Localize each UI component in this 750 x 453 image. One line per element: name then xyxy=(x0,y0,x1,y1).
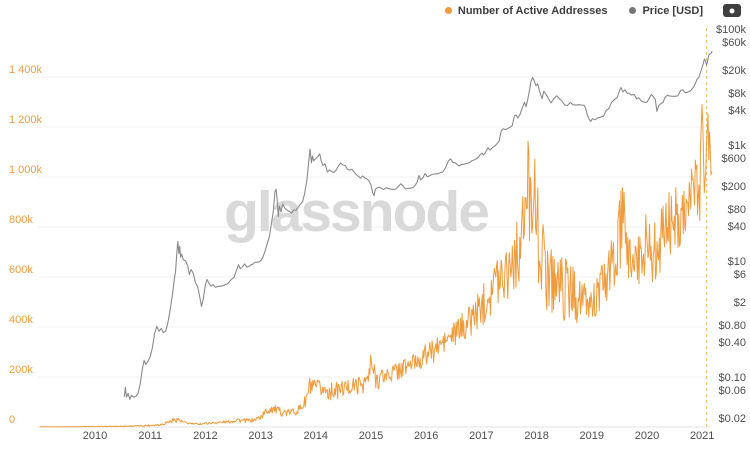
active-addresses-swatch-icon xyxy=(444,7,452,14)
watermark: glassnode xyxy=(224,180,490,244)
right-axis-tick: $40 xyxy=(727,221,746,234)
right-axis-tick: $60k xyxy=(722,36,746,49)
right-axis-tick: $80 xyxy=(727,203,746,216)
legend-item-price[interactable]: Price [USD] xyxy=(629,5,703,17)
x-axis-tick: 2010 xyxy=(82,430,108,442)
x-axis-tick: 2014 xyxy=(303,430,329,442)
right-axis-tick: $200 xyxy=(721,180,746,193)
x-axis-tick: 2015 xyxy=(358,430,384,442)
legend-label-active-addresses: Number of Active Addresses xyxy=(457,4,608,17)
right-axis-tick: $0.06 xyxy=(718,385,746,398)
right-axis-tick: $2 xyxy=(733,296,746,309)
right-axis-tick: $0.10 xyxy=(718,372,746,385)
left-axis-tick: 400k xyxy=(9,314,33,326)
left-axis-tick: 0 xyxy=(9,414,16,426)
x-axis-tick: 2021 xyxy=(689,430,715,442)
legend: Number of Active Addresses Price [USD] xyxy=(444,4,741,17)
right-axis-tick: $20k xyxy=(722,64,746,77)
left-axis-tick: 1 000k xyxy=(9,164,43,176)
left-axis-tick: 800k xyxy=(9,214,33,226)
camera-icon xyxy=(723,4,741,17)
x-axis-tick: 2013 xyxy=(248,430,273,442)
price-swatch-icon xyxy=(629,7,637,14)
x-axis-tick: 2011 xyxy=(138,430,163,442)
x-axis-tick: 2016 xyxy=(413,430,439,442)
left-axis-tick: 1 400k xyxy=(9,64,43,76)
right-axis-tick: $600 xyxy=(721,153,746,165)
legend-item-active-addresses[interactable]: Number of Active Addresses xyxy=(444,4,608,17)
left-axis-tick: 200k xyxy=(9,364,33,376)
legend-label-price: Price [USD] xyxy=(642,4,703,17)
left-axis-tick: 1 200k xyxy=(9,114,43,126)
right-axis-tick: $0.80 xyxy=(718,319,746,332)
x-axis-tick: 2019 xyxy=(579,430,605,442)
right-axis-tick: $6 xyxy=(733,269,746,282)
x-axis-tick: 2012 xyxy=(193,430,218,442)
x-axis-tick: 2018 xyxy=(524,430,549,442)
x-axis-tick: 2020 xyxy=(634,430,660,442)
right-axis-tick: $100k xyxy=(716,24,746,36)
right-axis-tick: $1k xyxy=(728,140,746,153)
right-axis-tick: $0.40 xyxy=(718,337,746,350)
right-axis-tick: $0.02 xyxy=(718,412,746,425)
right-axis-tick: $10 xyxy=(727,256,746,269)
right-axis-tick: $4k xyxy=(728,105,746,118)
screenshot-button[interactable] xyxy=(723,4,741,17)
left-axis-tick: 600k xyxy=(9,264,33,276)
x-axis-tick: 2017 xyxy=(469,430,494,442)
right-axis-tick: $8k xyxy=(728,87,746,100)
